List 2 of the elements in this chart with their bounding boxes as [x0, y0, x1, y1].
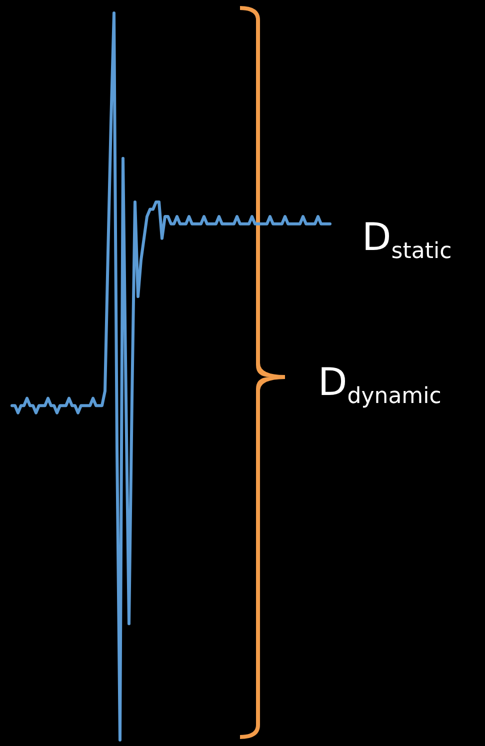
annotation: D$_{dynamic}$ — [318, 360, 442, 409]
text: D$_{static}$ — [362, 215, 452, 264]
